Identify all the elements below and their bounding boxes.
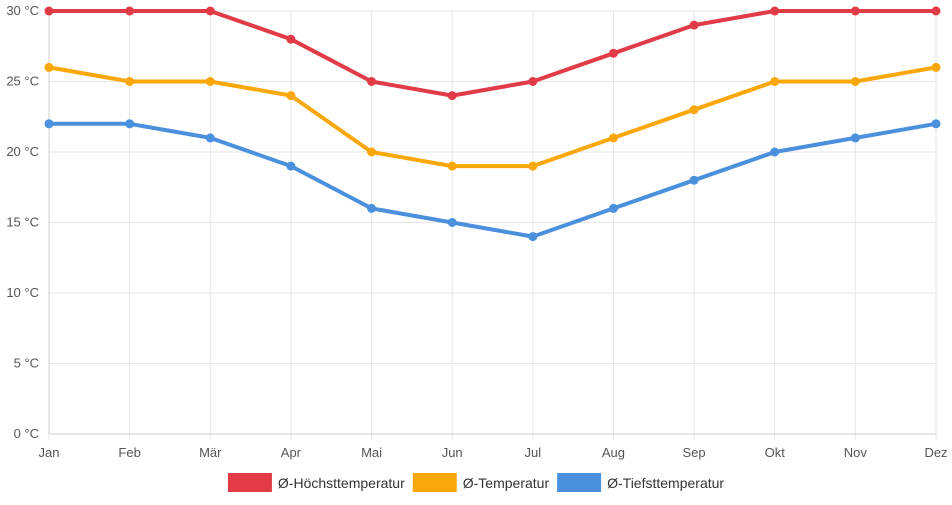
x-tick-label: Feb [118, 445, 140, 460]
series-layer [44, 6, 941, 242]
data-point[interactable] [689, 105, 699, 115]
series-line [47, 9, 938, 98]
series-line [47, 65, 938, 169]
data-point[interactable] [608, 203, 618, 213]
data-point[interactable] [608, 133, 618, 143]
legend-swatch [557, 473, 602, 492]
legend-item[interactable]: Ø-Temperatur [412, 473, 550, 492]
series-1 [44, 6, 941, 101]
legend-item[interactable]: Ø-Tiefsttemperatur [557, 473, 724, 492]
x-tick-label: Apr [281, 445, 302, 460]
x-tick-label: Sep [683, 445, 706, 460]
data-point[interactable] [367, 203, 377, 213]
data-point[interactable] [770, 77, 780, 86]
legend-item[interactable]: Ø-Höchsttemperatur [227, 473, 405, 492]
data-point[interactable] [205, 6, 215, 16]
x-tick-label: Jan [39, 445, 60, 460]
y-tick-label: 20 °C [6, 144, 39, 159]
data-point[interactable] [608, 48, 618, 58]
data-point[interactable] [286, 161, 296, 171]
data-point[interactable] [205, 133, 215, 143]
y-tick-label: 5 °C [14, 356, 39, 371]
x-tick-label: Nov [844, 445, 868, 460]
data-point[interactable] [689, 175, 699, 185]
data-point[interactable] [528, 77, 538, 86]
data-point[interactable] [770, 147, 780, 157]
data-point[interactable] [447, 218, 457, 227]
data-point[interactable] [528, 232, 538, 242]
series-2 [44, 62, 941, 171]
data-point[interactable] [44, 119, 54, 129]
legend-label: Ø-Höchsttemperatur [278, 475, 405, 491]
data-point[interactable] [44, 62, 54, 72]
series-3 [44, 119, 941, 242]
data-point[interactable] [931, 119, 941, 129]
axis-layer: 0 °C 5 °C 10 °C 15 °C 20 °C 25 °C 30 °C Jan Feb M… [6, 3, 947, 460]
data-point[interactable] [367, 77, 377, 86]
data-point[interactable] [447, 161, 457, 171]
y-tick-label: 25 °C [6, 74, 39, 89]
data-point[interactable] [850, 133, 860, 143]
legend-swatch [412, 473, 457, 492]
data-point[interactable] [850, 6, 860, 16]
y-tick-label: 10 °C [6, 285, 39, 300]
x-tick-label: Okt [765, 445, 786, 460]
legend-label: Ø-Tiefsttemperatur [607, 475, 724, 491]
data-point[interactable] [286, 34, 296, 44]
data-point[interactable] [205, 77, 215, 86]
y-tick-label: 15 °C [6, 215, 39, 230]
x-tick-label: Dez [924, 445, 947, 460]
x-tick-label: Mär [199, 445, 222, 460]
legend-label: Ø-Temperatur [463, 475, 550, 491]
data-point[interactable] [931, 62, 941, 72]
data-point[interactable] [850, 77, 860, 86]
x-tick-label: Mai [361, 445, 382, 460]
x-tick-label: Jul [525, 445, 542, 460]
legend[interactable]: Ø-Höchsttemperatur Ø-Temperatur Ø-Tiefstte… [227, 473, 724, 492]
data-point[interactable] [770, 6, 780, 16]
data-point[interactable] [125, 6, 135, 16]
data-point[interactable] [447, 91, 457, 101]
data-point[interactable] [931, 6, 941, 16]
series-line [47, 121, 938, 239]
grid-layer [48, 10, 937, 440]
data-point[interactable] [125, 119, 135, 129]
y-tick-label: 30 °C [6, 3, 39, 18]
y-tick-label: 0 °C [14, 426, 39, 441]
data-point[interactable] [125, 77, 135, 86]
x-tick-label: Aug [602, 445, 625, 460]
data-point[interactable] [44, 6, 54, 16]
data-point[interactable] [528, 161, 538, 171]
data-point[interactable] [286, 91, 296, 101]
legend-swatch [227, 473, 272, 492]
x-tick-label: Jun [442, 445, 463, 460]
data-point[interactable] [367, 147, 377, 157]
data-point[interactable] [689, 20, 699, 30]
